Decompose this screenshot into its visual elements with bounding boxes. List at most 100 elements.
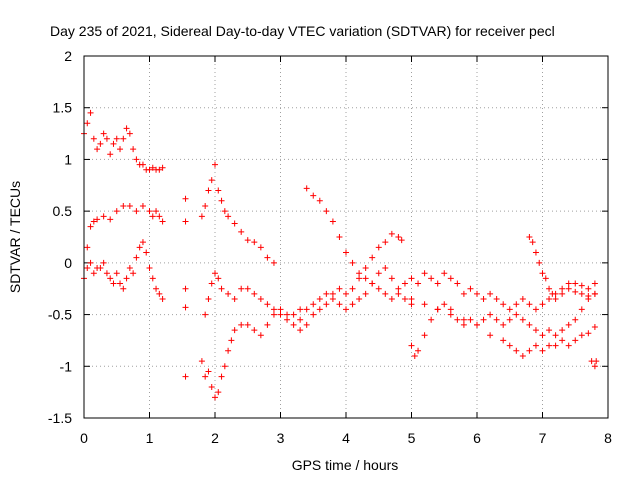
data-point bbox=[153, 285, 160, 292]
data-point bbox=[90, 270, 97, 277]
data-point bbox=[349, 301, 356, 308]
data-point bbox=[244, 285, 251, 292]
data-point bbox=[428, 316, 435, 323]
data-point bbox=[143, 249, 150, 256]
data-point bbox=[205, 296, 212, 303]
y-tick-label: 2 bbox=[64, 48, 72, 64]
series-track-h-cluster bbox=[297, 230, 405, 323]
data-point bbox=[107, 151, 114, 158]
data-point bbox=[500, 321, 507, 328]
data-point bbox=[428, 275, 435, 282]
data-point bbox=[228, 337, 235, 344]
data-point bbox=[107, 216, 114, 223]
data-point bbox=[500, 301, 507, 308]
x-tick-label: 0 bbox=[80, 430, 88, 446]
data-point bbox=[149, 275, 156, 282]
data-point bbox=[270, 306, 277, 313]
data-point bbox=[474, 321, 480, 328]
data-point bbox=[87, 259, 94, 266]
data-point bbox=[532, 327, 539, 334]
data-point bbox=[401, 280, 408, 287]
data-point bbox=[434, 306, 441, 313]
data-point bbox=[411, 352, 418, 359]
data-point bbox=[310, 192, 317, 199]
data-point bbox=[133, 254, 140, 261]
data-point bbox=[156, 290, 163, 297]
data-point bbox=[212, 394, 218, 401]
data-point bbox=[546, 342, 553, 349]
data-point bbox=[113, 270, 120, 277]
data-point bbox=[117, 280, 124, 287]
data-point bbox=[356, 296, 363, 303]
data-point bbox=[539, 347, 546, 354]
series-track-c-low bbox=[81, 239, 166, 303]
data-point bbox=[159, 218, 166, 225]
data-point bbox=[593, 358, 600, 365]
data-point bbox=[526, 347, 533, 354]
data-point bbox=[277, 306, 284, 313]
data-point bbox=[84, 244, 91, 251]
series-track-d-after-gap-high bbox=[198, 161, 277, 266]
data-point bbox=[225, 213, 232, 220]
data-point bbox=[225, 290, 232, 297]
data-point bbox=[356, 275, 363, 282]
data-point bbox=[526, 301, 533, 308]
data-point bbox=[421, 332, 428, 339]
y-tick-label: -0.5 bbox=[48, 307, 72, 323]
data-point bbox=[264, 321, 271, 328]
data-point bbox=[208, 177, 215, 184]
data-point bbox=[218, 285, 225, 292]
data-point bbox=[100, 130, 107, 137]
data-point bbox=[532, 249, 539, 256]
data-point bbox=[565, 285, 572, 292]
data-point bbox=[264, 301, 271, 308]
data-point bbox=[506, 306, 513, 313]
data-point bbox=[559, 290, 566, 297]
data-point bbox=[532, 342, 539, 349]
y-tick-label: 1.5 bbox=[53, 100, 73, 116]
data-point bbox=[454, 316, 461, 323]
data-point bbox=[126, 202, 133, 209]
series-track-a-upper bbox=[81, 109, 166, 173]
data-point bbox=[398, 237, 405, 244]
y-axis-label: SDTVAR / TECUs bbox=[7, 181, 23, 293]
data-point bbox=[460, 290, 467, 297]
series-track-b-mid bbox=[84, 202, 166, 251]
data-point bbox=[159, 164, 166, 171]
data-point bbox=[395, 290, 402, 297]
data-point bbox=[284, 316, 291, 323]
data-point bbox=[369, 254, 376, 261]
data-point bbox=[467, 316, 474, 323]
data-point bbox=[212, 270, 218, 277]
data-point bbox=[113, 135, 120, 142]
x-tick-labels: 0 1 2 3 4 5 6 7 8 bbox=[80, 430, 612, 446]
data-point bbox=[441, 301, 448, 308]
data-point bbox=[415, 347, 422, 354]
data-point bbox=[202, 373, 209, 380]
data-point bbox=[323, 290, 330, 297]
data-point bbox=[120, 202, 127, 209]
data-point bbox=[218, 373, 225, 380]
data-point bbox=[290, 311, 297, 318]
data-point bbox=[244, 237, 251, 244]
data-point bbox=[94, 216, 101, 223]
data-point bbox=[303, 185, 310, 192]
data-point bbox=[578, 306, 585, 313]
y-tick-label: 1 bbox=[64, 151, 72, 167]
data-point bbox=[487, 311, 494, 318]
data-point bbox=[565, 280, 572, 287]
data-point bbox=[572, 337, 579, 344]
data-point bbox=[513, 347, 520, 354]
data-point bbox=[139, 202, 146, 209]
plot-frame bbox=[83, 55, 609, 419]
data-point bbox=[572, 288, 579, 295]
data-point bbox=[382, 239, 389, 246]
data-point bbox=[375, 270, 382, 277]
data-point bbox=[401, 296, 408, 303]
data-point bbox=[513, 301, 520, 308]
data-point bbox=[585, 330, 592, 337]
data-point bbox=[578, 290, 585, 297]
series-track-l-late-spike bbox=[526, 234, 598, 303]
data-point bbox=[375, 244, 382, 251]
